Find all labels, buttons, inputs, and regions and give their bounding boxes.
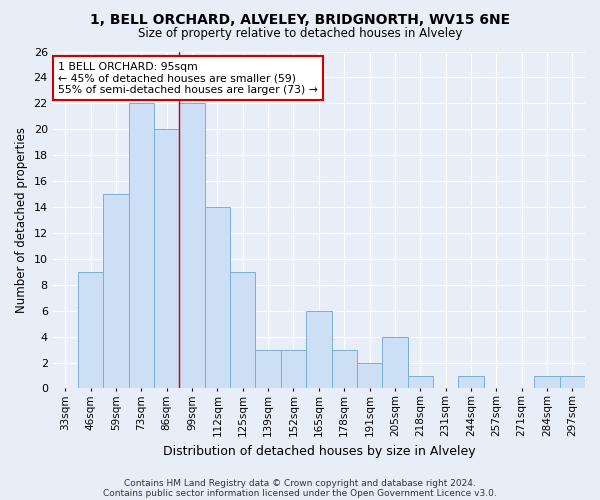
X-axis label: Distribution of detached houses by size in Alveley: Distribution of detached houses by size … <box>163 444 475 458</box>
Bar <box>78 272 103 388</box>
Bar <box>332 350 357 389</box>
Bar <box>129 104 154 389</box>
Bar <box>230 272 256 388</box>
Text: Contains HM Land Registry data © Crown copyright and database right 2024.: Contains HM Land Registry data © Crown c… <box>124 478 476 488</box>
Bar <box>281 350 306 389</box>
Bar <box>458 376 484 388</box>
Bar <box>154 130 179 388</box>
Bar <box>382 336 407 388</box>
Y-axis label: Number of detached properties: Number of detached properties <box>15 127 28 313</box>
Bar <box>306 310 332 388</box>
Bar <box>103 194 129 388</box>
Bar <box>560 376 585 388</box>
Text: Size of property relative to detached houses in Alveley: Size of property relative to detached ho… <box>138 28 462 40</box>
Bar <box>535 376 560 388</box>
Bar <box>357 362 382 388</box>
Text: 1, BELL ORCHARD, ALVELEY, BRIDGNORTH, WV15 6NE: 1, BELL ORCHARD, ALVELEY, BRIDGNORTH, WV… <box>90 12 510 26</box>
Bar <box>205 207 230 388</box>
Text: Contains public sector information licensed under the Open Government Licence v3: Contains public sector information licen… <box>103 488 497 498</box>
Text: 1 BELL ORCHARD: 95sqm
← 45% of detached houses are smaller (59)
55% of semi-deta: 1 BELL ORCHARD: 95sqm ← 45% of detached … <box>58 62 318 95</box>
Bar <box>256 350 281 389</box>
Bar <box>179 104 205 389</box>
Bar <box>407 376 433 388</box>
